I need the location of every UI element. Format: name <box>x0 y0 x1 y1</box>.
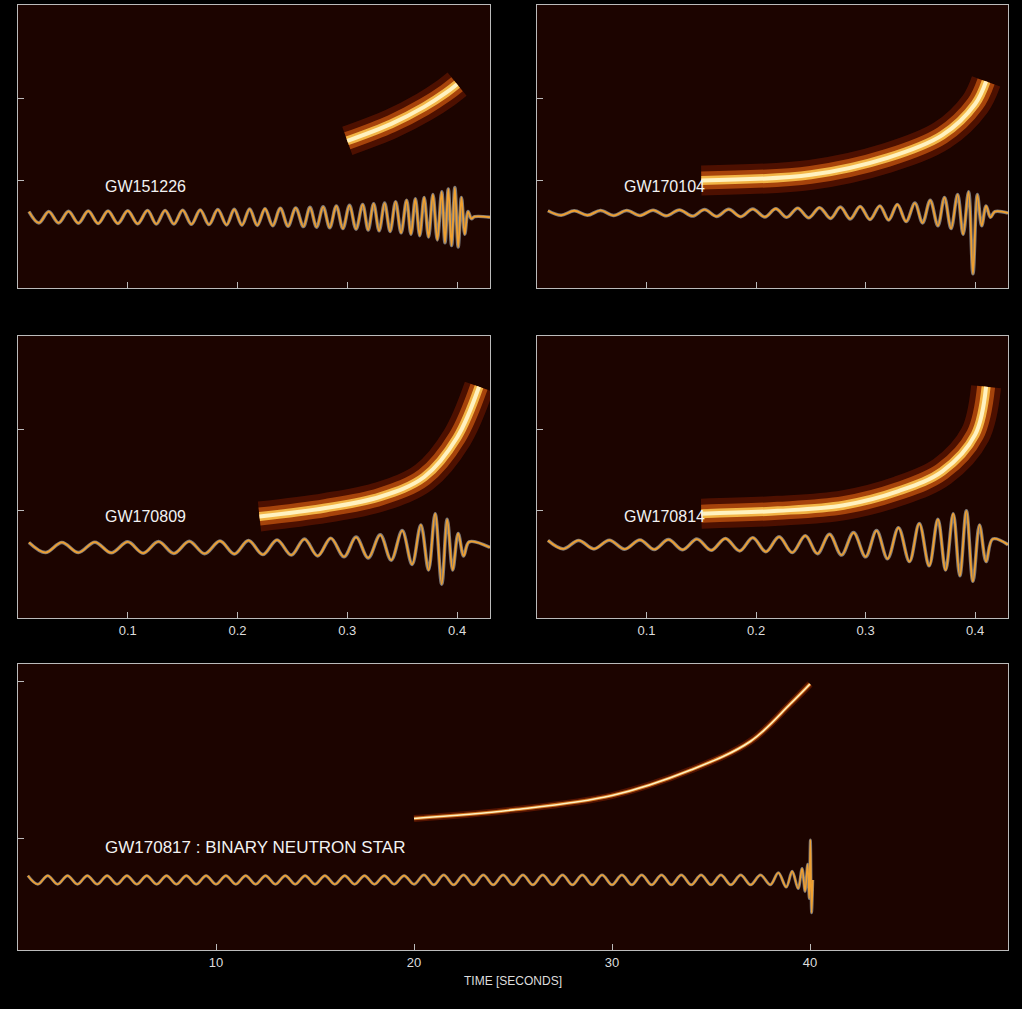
svg-text:30: 30 <box>605 955 619 970</box>
svg-text:0.2: 0.2 <box>228 623 246 638</box>
svg-text:40: 40 <box>803 955 817 970</box>
svg-text:GW170104: GW170104 <box>624 178 705 195</box>
svg-text:0.1: 0.1 <box>119 623 137 638</box>
svg-text:20: 20 <box>407 955 421 970</box>
svg-text:0.1: 0.1 <box>637 623 655 638</box>
svg-text:GW170814: GW170814 <box>624 508 705 525</box>
svg-text:0.4: 0.4 <box>966 623 984 638</box>
svg-text:GW170809: GW170809 <box>105 508 186 525</box>
svg-text:GW170817 : BINARY NEUTRON STAR: GW170817 : BINARY NEUTRON STAR <box>105 838 405 857</box>
svg-text:GW151226: GW151226 <box>105 178 186 195</box>
svg-text:0.3: 0.3 <box>338 623 356 638</box>
svg-text:0.4: 0.4 <box>448 623 466 638</box>
svg-text:TIME [SECONDS]: TIME [SECONDS] <box>464 974 562 988</box>
svg-text:10: 10 <box>209 955 223 970</box>
svg-text:0.3: 0.3 <box>857 623 875 638</box>
svg-text:0.2: 0.2 <box>747 623 765 638</box>
